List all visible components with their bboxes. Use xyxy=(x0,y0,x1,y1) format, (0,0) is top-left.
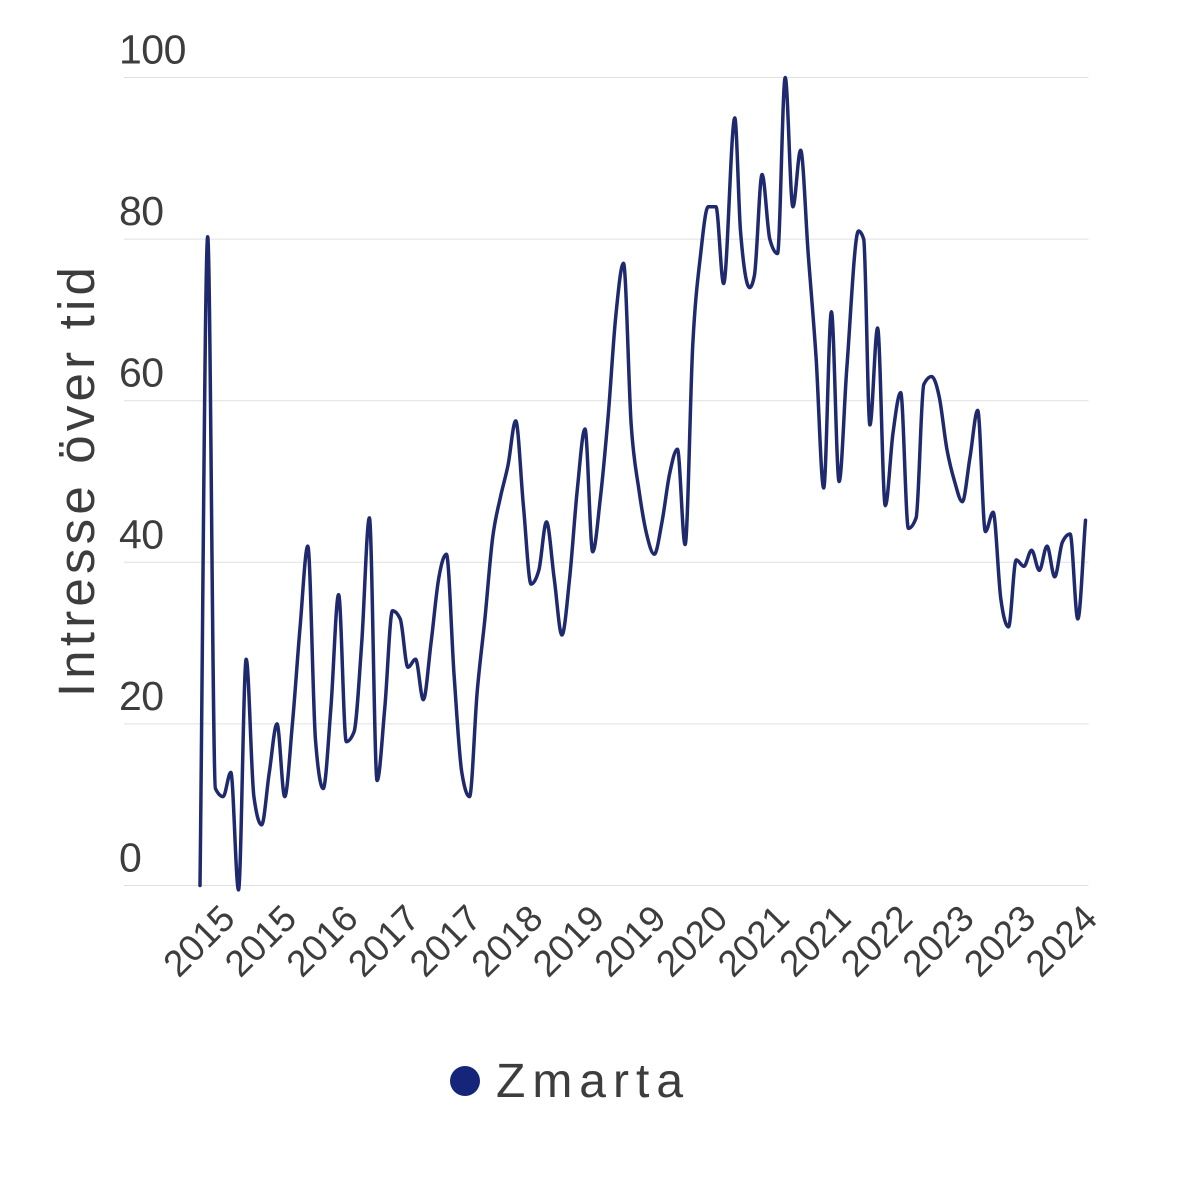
svg-text:80: 80 xyxy=(119,188,164,234)
svg-text:2024: 2024 xyxy=(1018,897,1105,984)
svg-text:2021: 2021 xyxy=(771,897,858,984)
svg-text:2023: 2023 xyxy=(895,897,982,984)
svg-text:2022: 2022 xyxy=(833,897,920,984)
svg-text:2023: 2023 xyxy=(956,897,1043,984)
svg-text:20: 20 xyxy=(119,673,164,719)
svg-text:0: 0 xyxy=(119,835,141,881)
svg-text:Intresse över tid: Intresse över tid xyxy=(48,263,105,697)
svg-text:40: 40 xyxy=(119,511,164,557)
svg-text:2016: 2016 xyxy=(279,897,366,984)
svg-text:2020: 2020 xyxy=(648,897,735,984)
svg-text:2018: 2018 xyxy=(463,897,550,984)
svg-text:2017: 2017 xyxy=(402,897,489,984)
svg-text:2019: 2019 xyxy=(587,897,674,984)
svg-text:2017: 2017 xyxy=(340,897,427,984)
svg-text:100: 100 xyxy=(119,27,186,73)
svg-text:2015: 2015 xyxy=(217,897,304,984)
svg-text:2021: 2021 xyxy=(710,897,797,984)
svg-text:2019: 2019 xyxy=(525,897,612,984)
svg-text:2015: 2015 xyxy=(155,897,242,984)
svg-text:Zmarta: Zmarta xyxy=(496,1055,690,1108)
svg-text:60: 60 xyxy=(119,350,164,396)
